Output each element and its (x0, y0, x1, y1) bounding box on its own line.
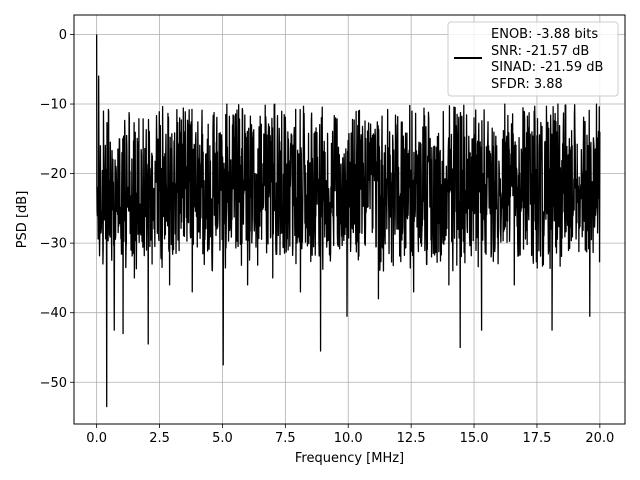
y-tick-label: −30 (40, 237, 67, 252)
x-tick-label: 2.5 (149, 431, 170, 446)
legend: ENOB: -3.88 bits SNR: -21.57 dB SINAD: -… (447, 21, 619, 97)
psd-series-line (95, 34, 601, 408)
legend-sfdr: SFDR: 3.88 (491, 77, 563, 92)
plot-area (95, 34, 601, 408)
y-tick-label: −50 (40, 376, 67, 391)
x-axis-ticks: 0.0 2.5 5.0 7.5 10.0 12.5 15.0 17.5 20.0 (86, 424, 614, 446)
legend-snr: SNR: -21.57 dB (491, 44, 589, 59)
y-tick-label: 0 (59, 28, 67, 43)
plot-frame (73, 14, 626, 425)
x-tick-label: 10.0 (334, 431, 363, 446)
y-axis-ticks: 0 −10 −20 −30 −40 −50 (40, 28, 74, 391)
y-tick-label: −10 (40, 98, 67, 113)
x-tick-label: 0.0 (86, 431, 107, 446)
x-tick-label: 20.0 (585, 431, 614, 446)
x-tick-label: 12.5 (397, 431, 426, 446)
legend-sinad: SINAD: -21.59 dB (491, 60, 603, 75)
x-tick-label: 17.5 (522, 431, 551, 446)
x-tick-label: 5.0 (212, 431, 233, 446)
y-axis-label: PSD [dB] (15, 191, 30, 249)
legend-enob: ENOB: -3.88 bits (491, 27, 598, 42)
x-tick-label: 15.0 (460, 431, 489, 446)
x-tick-label: 7.5 (275, 431, 296, 446)
y-tick-label: −20 (40, 167, 67, 182)
x-axis-label: Frequency [MHz] (295, 451, 404, 466)
legend-box (447, 21, 619, 97)
y-tick-label: −40 (40, 306, 67, 321)
